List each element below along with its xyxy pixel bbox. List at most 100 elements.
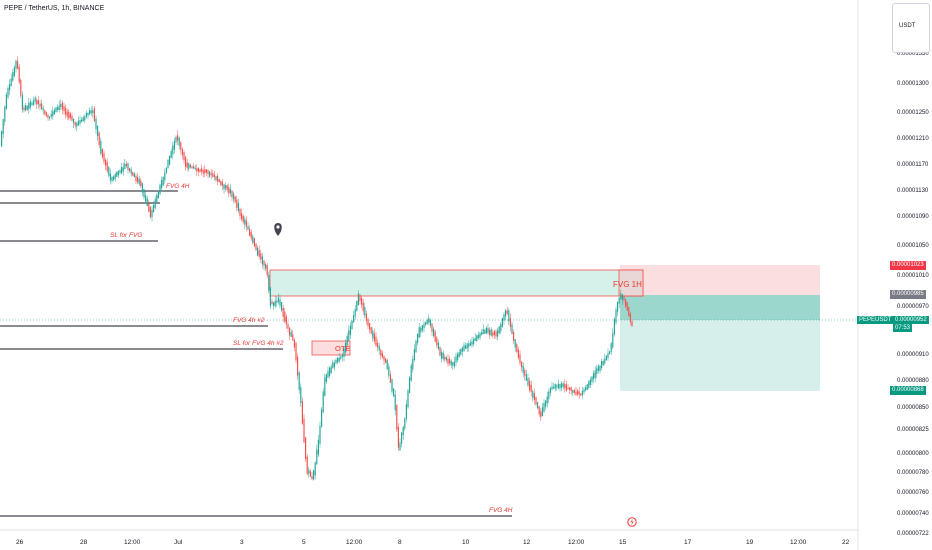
candle-body <box>122 167 124 172</box>
candle-body <box>5 94 7 109</box>
candle-body <box>77 120 79 126</box>
candle-body <box>209 171 211 177</box>
candle-body <box>271 301 273 305</box>
candle-body <box>378 346 380 351</box>
candle-body <box>317 439 319 455</box>
candle-body <box>69 113 71 119</box>
annotation-fvg-4h-bottom: FVG 4H <box>489 507 513 514</box>
candle-body <box>481 332 483 335</box>
candle-body <box>394 394 396 411</box>
candle-body <box>221 182 223 187</box>
candle-body <box>431 323 433 332</box>
candle-body <box>143 189 145 198</box>
location-pin-icon[interactable] <box>274 223 282 236</box>
candle-body <box>236 199 238 208</box>
candle-body <box>489 329 491 335</box>
candle-body <box>97 125 99 136</box>
candle-body <box>380 350 382 356</box>
candle-body <box>95 118 97 130</box>
candle-body <box>575 391 577 395</box>
candle-body <box>314 462 316 476</box>
alert-clock-icon[interactable] <box>627 517 637 527</box>
candle-body <box>543 403 545 412</box>
candle-body <box>57 107 59 111</box>
candle-body <box>373 333 375 342</box>
time-axis-label: 15 <box>619 539 627 546</box>
candle-body <box>84 116 86 121</box>
candle-body <box>585 387 587 391</box>
candle-body <box>247 226 249 230</box>
candle-body <box>108 167 110 176</box>
entry-price-tag: 0.00000985 <box>890 290 926 299</box>
candle-body <box>559 383 561 389</box>
price-axis-label: 0.00001170 <box>897 162 929 168</box>
candle-body <box>266 265 268 276</box>
candle-body <box>12 72 14 81</box>
candle-body <box>385 358 387 364</box>
candlestick-series[interactable] <box>1 56 633 481</box>
candle-body <box>193 166 195 169</box>
candle-body <box>340 356 342 359</box>
candle-body <box>201 168 203 172</box>
fvg-4h-2-zone[interactable] <box>269 269 644 297</box>
candle-body <box>476 335 478 342</box>
candle-body <box>197 167 199 172</box>
candle-body <box>445 357 447 361</box>
candle-body <box>381 352 383 358</box>
candle-body <box>276 300 278 303</box>
candle-body <box>567 387 569 390</box>
candle-body <box>357 293 359 306</box>
candle-body <box>434 331 436 342</box>
candle-body <box>274 300 276 306</box>
candle-body <box>309 471 311 477</box>
candle-body <box>229 189 231 194</box>
candle-body <box>36 100 38 105</box>
candle-body <box>25 105 27 111</box>
price-axis-label: 0.00001210 <box>897 136 929 142</box>
candle-body <box>265 264 267 269</box>
candle-body <box>39 103 41 107</box>
candle-body <box>82 117 84 122</box>
time-axis-label: 12:00 <box>346 539 363 546</box>
candle-body <box>162 176 164 186</box>
candle-body <box>428 317 430 323</box>
candle-body <box>100 140 102 154</box>
time-axis[interactable]: 26 28 12:00 Jul 3 5 12:00 8 10 12 12:00 … <box>16 539 850 546</box>
candle-body <box>527 378 529 386</box>
candle-body <box>589 379 591 386</box>
candle-body <box>125 163 127 167</box>
candle-body <box>93 108 95 122</box>
currency-selector[interactable]: USDT <box>892 3 930 53</box>
candle-body <box>473 339 475 345</box>
candle-body <box>119 170 121 173</box>
ote-zone[interactable] <box>311 340 351 356</box>
take-profit-zone[interactable] <box>620 295 820 391</box>
candle-body <box>189 165 191 168</box>
stop-loss-zone[interactable] <box>620 265 820 295</box>
candle-body <box>34 97 36 102</box>
candle-body <box>185 157 187 167</box>
candle-body <box>548 391 550 400</box>
candle-body <box>105 159 107 166</box>
fvg-1h-zone[interactable] <box>618 269 644 297</box>
candle-body <box>191 166 193 168</box>
price-axis-label: 0.00000970 <box>897 304 929 310</box>
price-axis[interactable]: 0.00001350 0.00001300 0.00001250 0.00001… <box>897 51 929 537</box>
candle-body <box>529 380 531 391</box>
candle-body <box>362 302 364 311</box>
candle-body <box>599 365 601 372</box>
time-axis-label: 3 <box>240 539 244 546</box>
candle-body <box>233 193 235 200</box>
candle-body <box>498 326 500 334</box>
candle-body <box>335 359 337 364</box>
candle-body <box>65 107 67 115</box>
annotation-ote: OTE <box>335 344 350 353</box>
candle-body <box>356 301 358 311</box>
price-axis-label: 0.00000780 <box>897 470 929 476</box>
candle-body <box>533 393 535 400</box>
candle-body <box>4 106 6 122</box>
price-axis-label: 0.00000880 <box>897 378 929 384</box>
candle-body <box>353 315 355 323</box>
candle-body <box>581 390 583 396</box>
